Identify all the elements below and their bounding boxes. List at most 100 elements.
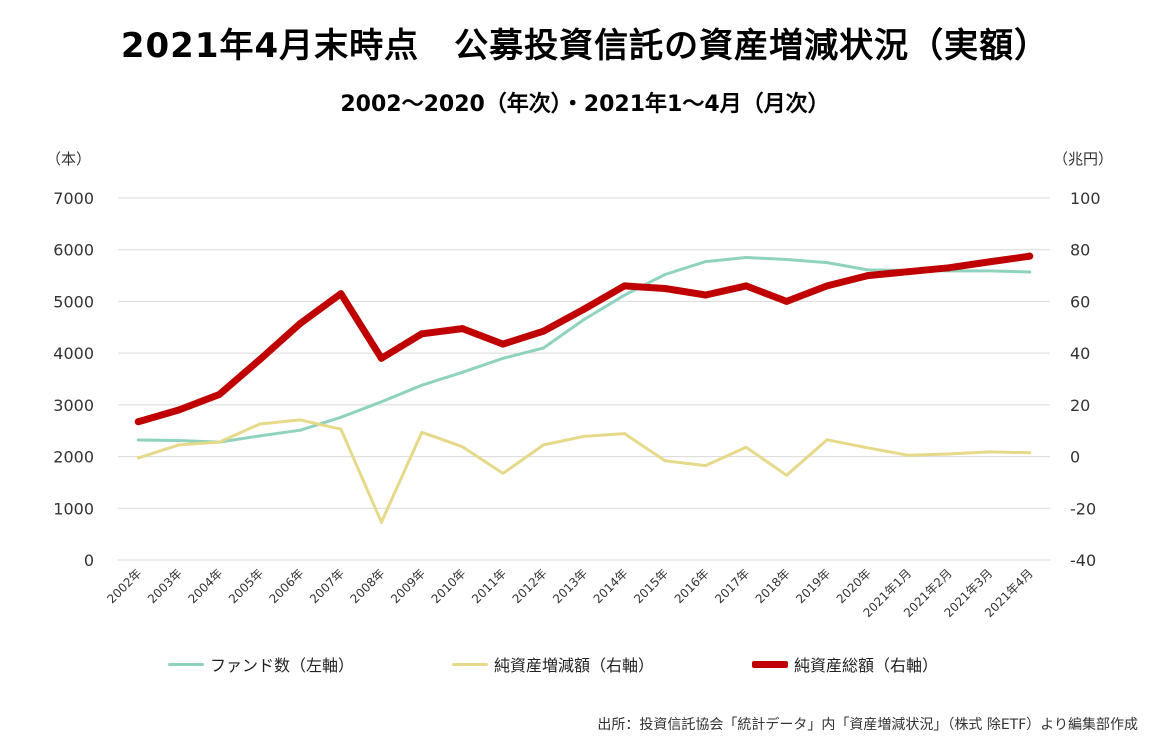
data-point: [379, 520, 383, 524]
data-point: [258, 434, 262, 438]
data-point: [987, 450, 991, 454]
right-y-tick-label: -40: [1070, 551, 1096, 570]
data-point: [215, 391, 223, 399]
data-point: [177, 443, 181, 447]
x-tick-label: 2018年: [753, 566, 793, 606]
x-tick-label: 2011年: [469, 566, 509, 606]
data-point: [217, 440, 221, 444]
x-tick-label: 2003年: [145, 566, 185, 606]
data-point: [258, 422, 262, 426]
data-point: [136, 456, 140, 460]
data-point: [541, 346, 545, 350]
right-y-tick-label: 40: [1070, 344, 1090, 363]
data-point: [864, 272, 872, 280]
data-point: [337, 290, 345, 298]
data-point: [379, 400, 383, 404]
data-point: [742, 282, 750, 290]
legend-label: 純資産増減額（右軸）: [494, 656, 655, 675]
right-axis-unit: （兆円）: [1053, 150, 1114, 168]
data-point: [623, 432, 627, 436]
x-tick-label: 2009年: [388, 566, 428, 606]
data-point: [582, 318, 586, 322]
x-tick-label: 2017年: [712, 566, 752, 606]
data-point: [825, 261, 829, 265]
data-point: [785, 258, 789, 262]
x-tick-label: 2020年: [834, 566, 874, 606]
data-point: [823, 282, 831, 290]
right-y-tick-label: 80: [1070, 241, 1090, 260]
legend-label: 純資産総額（右軸）: [794, 656, 939, 675]
data-point: [580, 305, 588, 313]
data-point: [298, 428, 302, 432]
left-axis-unit: （本）: [46, 150, 92, 168]
data-point: [825, 438, 829, 442]
data-point: [177, 439, 181, 443]
chart-title: 2021年4月末時点 公募投資信託の資産増減状況（実額）: [120, 26, 1050, 66]
data-point: [458, 325, 466, 333]
data-point: [744, 445, 748, 449]
data-point: [460, 445, 464, 449]
legend-swatch: [168, 662, 204, 666]
data-point: [256, 356, 264, 364]
data-point: [663, 459, 667, 463]
x-tick-label: 2008年: [348, 566, 388, 606]
x-tick-label: 2002年: [104, 566, 144, 606]
left-y-tick-label: 4000: [53, 344, 94, 363]
series-line-3: [134, 252, 1034, 426]
data-point: [985, 258, 993, 266]
left-y-tick-label: 1000: [53, 499, 94, 518]
legend-item: 純資産総額（右軸）: [752, 652, 938, 676]
data-point: [501, 356, 505, 360]
x-tick-label: 2015年: [631, 566, 671, 606]
legend-item: 純資産増減額（右軸）: [452, 652, 654, 676]
data-point: [661, 285, 669, 292]
data-point: [1028, 270, 1032, 274]
data-point: [1028, 451, 1032, 455]
data-point: [785, 473, 789, 477]
x-tick-label: 2013年: [550, 566, 590, 606]
data-point: [704, 464, 708, 468]
data-point: [663, 273, 667, 277]
left-y-tick-label: 5000: [53, 292, 94, 311]
x-tick-label: 2019年: [793, 566, 833, 606]
data-point: [377, 354, 385, 362]
data-point: [947, 452, 951, 456]
left-y-tick-label: 3000: [53, 396, 94, 415]
data-point: [945, 264, 953, 272]
data-point: [420, 383, 424, 387]
chart-legend: ファンド数（左軸） 純資産増減額（右軸） 純資産総額（右軸）: [0, 652, 1170, 676]
data-point: [1026, 252, 1034, 260]
data-point: [460, 370, 464, 374]
legend-label: ファンド数（左軸）: [210, 656, 355, 675]
data-point: [987, 269, 991, 273]
x-tick-label: 2006年: [266, 566, 306, 606]
right-y-tick-label: 20: [1070, 396, 1090, 415]
x-tick-label: 2014年: [591, 566, 631, 606]
left-y-tick-label: 0: [84, 551, 94, 570]
data-point: [175, 406, 183, 414]
x-tick-label: 2010年: [429, 566, 469, 606]
data-point: [501, 471, 505, 475]
source-note: 出所：投資信託協会「統計データ」内「資産増減状況」（株式 除ETF）より編集部作…: [597, 717, 1138, 733]
right-y-tick-label: -20: [1070, 499, 1096, 518]
data-point: [744, 255, 748, 259]
data-point: [702, 291, 710, 299]
data-point: [704, 260, 708, 264]
x-tick-label: 2004年: [185, 566, 225, 606]
right-y-tick-label: 60: [1070, 292, 1090, 311]
legend-swatch: [452, 662, 488, 666]
data-point: [783, 297, 791, 305]
chart-subtitle: 2002～2020（年次）・2021年1～4月（月次）: [340, 92, 830, 117]
data-point: [621, 282, 629, 290]
data-point: [906, 453, 910, 457]
data-point: [904, 268, 912, 276]
data-point: [582, 434, 586, 438]
data-point: [541, 443, 545, 447]
data-point: [134, 418, 142, 426]
x-tick-label: 2016年: [672, 566, 712, 606]
data-point: [339, 415, 343, 419]
right-y-tick-label: 0: [1070, 448, 1080, 467]
x-tick-label: 2012年: [510, 566, 550, 606]
data-point: [136, 438, 140, 442]
